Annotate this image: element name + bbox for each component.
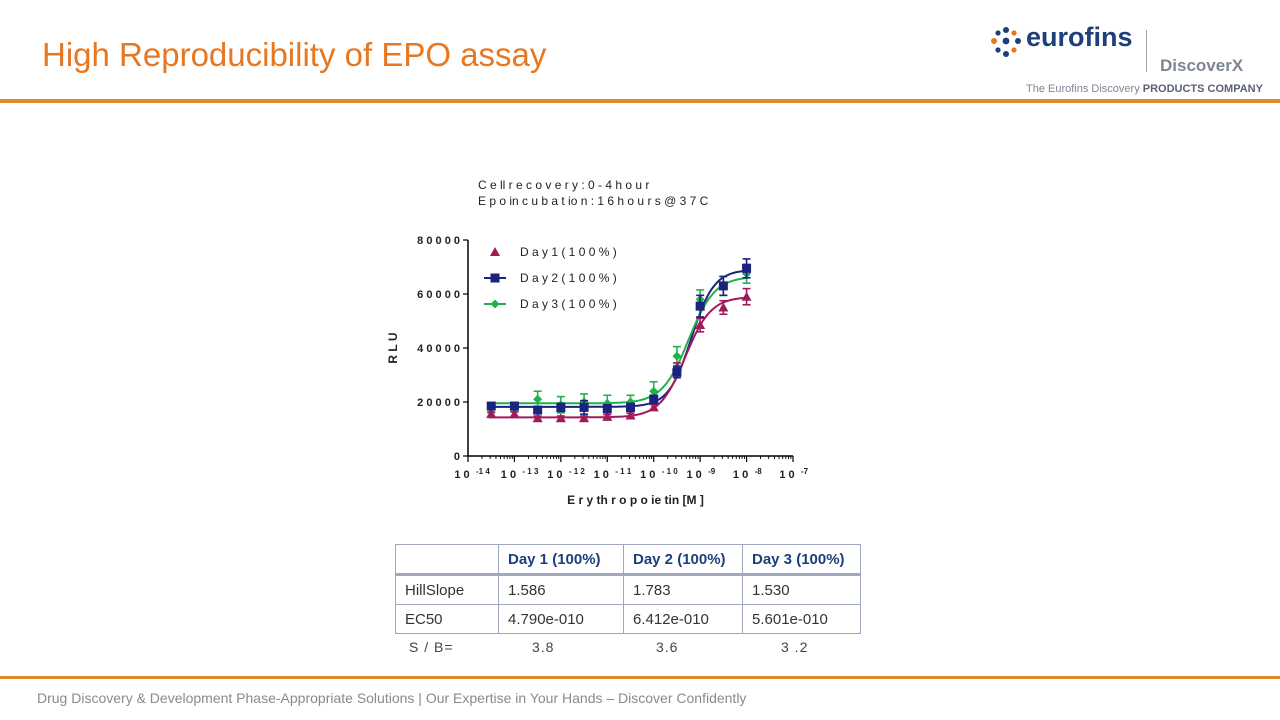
x-tick-label: 1 0 (547, 469, 562, 481)
eurofins-discoverx-logo: eurofins DiscoverX The Eurofins Discover… (990, 22, 1263, 102)
x-tick-label: 1 0 (501, 469, 516, 481)
x-tick-exponent: - 1 3 (522, 467, 539, 476)
slide-title: High Reproducibility of EPO assay (42, 36, 547, 73)
y-tick-label: 4 0 0 0 0 (417, 343, 460, 355)
x-tick-exponent: - 1 1 (615, 467, 632, 476)
table-header-cell: Day 1 (100%) (498, 544, 624, 576)
legend-marker-square (490, 273, 500, 283)
data-point-day2 (533, 405, 543, 415)
x-tick-label: 1 0 (733, 469, 748, 481)
x-tick-label: 1 0 (640, 469, 655, 481)
logo-wordmark: eurofins (1026, 22, 1133, 52)
x-tick-label: 1 0 (779, 469, 794, 481)
table-cell: HillSlope (395, 574, 499, 605)
sb-value: 3.8 (532, 639, 555, 655)
data-point-day2 (602, 404, 612, 414)
data-point-day1 (579, 413, 590, 423)
legend-marker-triangle (490, 247, 500, 256)
data-point-day1 (648, 402, 659, 412)
data-point-day2 (579, 402, 589, 412)
data-point-day2 (509, 401, 519, 411)
fit-parameters-table: Day 1 (100%) Day 2 (100%) Day 3 (100%) H… (395, 544, 861, 634)
x-tick-exponent: - 1 0 (662, 467, 679, 476)
table-header-cell (395, 544, 499, 576)
x-tick-exponent: -9 (708, 467, 716, 476)
sb-value: 3.6 (656, 639, 679, 655)
x-axis-label: E r y th r o p o ie tin [M ] (567, 493, 704, 507)
data-point-day1 (555, 413, 566, 423)
legend-marker-diamond (490, 299, 500, 309)
data-point-day3 (672, 351, 682, 361)
table-cell: 4.790e-010 (498, 604, 624, 634)
logo-subbrand: DiscoverX (1160, 56, 1244, 75)
eurofins-dots-icon (991, 27, 1021, 57)
x-tick-exponent: -7 (801, 467, 809, 476)
data-point-day3 (649, 386, 659, 396)
data-point-day2 (672, 367, 682, 377)
header-rule (0, 99, 1280, 103)
data-point-day2 (626, 402, 635, 412)
table-cell: 6.412e-010 (623, 604, 743, 634)
footer-rule (0, 676, 1280, 679)
fit-curve-day1 (488, 296, 747, 419)
table-cell: 1.530 (742, 574, 861, 605)
footer-text: Drug Discovery & Development Phase-Appro… (37, 690, 747, 706)
chart-annotation: E p o in c u b a t io n : 1 6 h o u r s … (478, 194, 709, 208)
data-point-day2 (718, 281, 728, 291)
logo-tagline: The Eurofins Discovery PRODUCTS COMPANY (1026, 83, 1263, 95)
table-header-row: Day 1 (100%) Day 2 (100%) Day 3 (100%) (395, 544, 861, 576)
sb-label: S / B= (409, 639, 454, 655)
sb-value: 3 .2 (781, 639, 809, 655)
data-point-day1 (486, 409, 497, 419)
data-point-day2 (486, 401, 496, 411)
logo-separator (1146, 30, 1147, 72)
data-point-day1 (602, 411, 613, 421)
x-tick-label: 1 0 (594, 469, 609, 481)
x-tick-exponent: -8 (755, 467, 763, 476)
chart-annotation: C e ll r e c o v e r y : 0 - 4 h o u r (478, 178, 649, 192)
table-header-cell: Day 3 (100%) (742, 544, 861, 576)
data-point-day1 (718, 302, 729, 312)
data-point-day2 (695, 301, 705, 311)
data-point-day3 (533, 394, 543, 404)
y-axis-label: R L U (386, 332, 400, 363)
y-tick-label: 6 0 0 0 0 (417, 289, 460, 301)
data-point-day1 (625, 410, 636, 420)
dose-response-chart: C e ll r e c o v e r y : 0 - 4 h o u r E … (386, 178, 809, 507)
legend-label: D a y 1 ( 1 0 0 % ) (520, 245, 617, 259)
data-point-day1 (695, 320, 706, 330)
table-cell: EC50 (395, 604, 499, 634)
x-tick-label: 1 0 (454, 469, 469, 481)
data-point-day2 (556, 402, 566, 412)
table-cell: 5.601e-010 (742, 604, 861, 634)
data-point-day1 (741, 291, 752, 301)
legend-label: D a y 3 ( 1 0 0 % ) (520, 297, 617, 311)
x-tick-label: 1 0 (686, 469, 701, 481)
table-row: HillSlope 1.586 1.783 1.530 (395, 574, 861, 605)
y-tick-label: 8 0 0 0 0 (417, 235, 460, 247)
table-cell: 1.586 (498, 574, 624, 605)
y-tick-label: 2 0 0 0 0 (417, 397, 460, 409)
legend-label: D a y 2 ( 1 0 0 % ) (520, 271, 617, 285)
fit-curve-day2 (488, 269, 747, 408)
x-tick-exponent: - 1 2 (569, 467, 586, 476)
table-header-cell: Day 2 (100%) (623, 544, 743, 576)
x-tick-exponent: -1 4 (476, 467, 490, 476)
table-cell: 1.783 (623, 574, 743, 605)
y-tick-label: 0 (454, 451, 460, 463)
data-point-day1 (532, 413, 543, 423)
data-point-day2 (742, 263, 752, 273)
data-point-day2 (649, 394, 659, 404)
data-point-day1 (509, 409, 520, 419)
table-row: EC50 4.790e-010 6.412e-010 5.601e-010 (395, 604, 861, 634)
